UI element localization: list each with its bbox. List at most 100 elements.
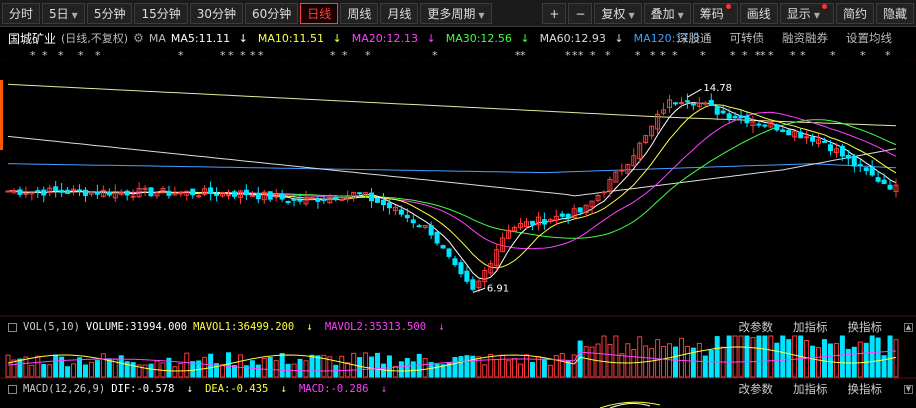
volume-bar: [130, 362, 136, 378]
period-tab-3[interactable]: 15分钟: [134, 2, 188, 24]
candle-body: [23, 192, 29, 195]
vol-action-0[interactable]: 改参数: [738, 320, 774, 334]
candle-body: [768, 122, 774, 128]
volume-bar: [607, 344, 613, 378]
panel-toggle-icon[interactable]: [8, 322, 17, 332]
volume-bar: [142, 364, 148, 378]
candle-body: [333, 196, 339, 201]
candle-body: [589, 200, 595, 208]
candle-body: [816, 139, 822, 144]
macd-actions: 改参数 加指标 换指标: [725, 381, 889, 397]
event-mark-icon: *: [572, 49, 578, 62]
tool-buttons: + − 复权 ▼ 叠加 ▼ 筹码 画线 显示 ▼ 简约 隐藏: [540, 2, 914, 24]
macd-action-2[interactable]: 换指标: [847, 382, 883, 396]
volume-bar: [482, 364, 488, 378]
candle-body: [804, 136, 810, 139]
candle-body: [130, 195, 136, 198]
quick-link-2[interactable]: 融资融券: [782, 31, 828, 45]
candle-body: [261, 191, 267, 201]
candle-body: [494, 249, 500, 266]
tool-button-1[interactable]: −: [568, 2, 593, 24]
volume-bar: [500, 354, 506, 378]
candle-body: [553, 215, 559, 221]
candle-body: [726, 113, 732, 119]
volume-bar: [220, 364, 226, 378]
candle-body: [297, 199, 303, 202]
vol-action-2[interactable]: 换指标: [847, 320, 883, 334]
candle-body: [482, 270, 488, 283]
left-marker: [0, 80, 3, 150]
volume-bar: [672, 346, 678, 378]
mavol1-line: [7, 346, 897, 372]
volume-bar: [887, 335, 893, 378]
candle-body: [738, 115, 744, 119]
volume-bar: [100, 353, 106, 378]
volume-bar: [29, 364, 35, 378]
volume-bar: [762, 335, 768, 378]
tool-button-7[interactable]: 简约: [835, 2, 874, 24]
macd-action-0[interactable]: 改参数: [738, 382, 774, 396]
high-pointer: [687, 88, 702, 98]
tool-button-label: 简约: [842, 6, 867, 21]
macd-action-1[interactable]: 加指标: [793, 382, 828, 396]
candle-body: [410, 219, 416, 224]
candle-body: [196, 195, 202, 198]
period-tab-1[interactable]: 5日 ▼: [42, 2, 85, 24]
period-tab-2[interactable]: 5分钟: [86, 2, 133, 24]
scroll-up-icon[interactable]: ▲: [904, 323, 913, 332]
quick-link-3[interactable]: 设置均线: [846, 31, 892, 45]
candle-body: [696, 102, 702, 107]
period-tab-8[interactable]: 月线: [380, 2, 419, 24]
vol-action-1[interactable]: 加指标: [793, 320, 828, 334]
candle-body: [458, 262, 464, 275]
volume-bar: [35, 355, 41, 378]
candle-body: [655, 113, 661, 130]
gear-icon[interactable]: ⚙: [133, 31, 144, 45]
tool-button-4[interactable]: 筹码: [692, 2, 738, 24]
event-mark-icon: *: [635, 49, 641, 62]
notify-dot-icon: [821, 3, 827, 9]
scroll-down-icon[interactable]: ▼: [904, 385, 913, 394]
candle-body: [398, 209, 404, 215]
panel-toggle-icon[interactable]: [8, 384, 17, 394]
candle-body: [565, 213, 571, 219]
stock-name: 国城矿业: [8, 31, 57, 46]
volume-bar: [434, 364, 440, 378]
ma30-line: [7, 119, 897, 239]
tool-button-8[interactable]: 隐藏: [875, 2, 914, 24]
event-mark-icon: *: [830, 49, 836, 62]
period-tab-7[interactable]: 周线: [340, 2, 379, 24]
volume-bar: [363, 352, 369, 378]
period-tab-0[interactable]: 分时: [2, 2, 41, 24]
candle-body: [404, 214, 410, 219]
volume-bar: [821, 339, 827, 378]
candle-body: [625, 164, 631, 174]
tool-button-2[interactable]: 复权 ▼: [594, 2, 642, 24]
quick-link-1[interactable]: 可转债: [729, 31, 765, 45]
candle-body: [571, 208, 577, 218]
tool-button-5[interactable]: 画线: [739, 2, 778, 24]
volume-bar: [172, 366, 178, 378]
period-tab-6[interactable]: 日线: [300, 2, 339, 24]
tool-button-6[interactable]: 显示 ▼: [779, 2, 834, 24]
volume-bar: [41, 363, 47, 378]
caret-down-icon: ▼: [478, 10, 485, 20]
candle-body: [893, 184, 899, 192]
candle-body: [315, 198, 321, 202]
period-tab-4[interactable]: 30分钟: [189, 2, 244, 24]
volume-bar: [553, 355, 559, 378]
candle-body: [53, 186, 59, 192]
period-tab-5[interactable]: 60分钟: [245, 2, 299, 24]
quick-link-0[interactable]: 深股通: [677, 31, 712, 45]
candle-body: [833, 148, 839, 154]
ma60-line: [7, 135, 897, 197]
period-tab-9[interactable]: 更多周期 ▼: [420, 2, 492, 24]
volume-bar: [273, 360, 279, 378]
candle-body: [541, 219, 547, 225]
tool-button-3[interactable]: 叠加 ▼: [643, 2, 691, 24]
tool-button-label: 显示: [786, 6, 811, 21]
tool-button-0[interactable]: +: [542, 2, 567, 24]
volume-bar: [184, 352, 190, 378]
candle-body: [649, 125, 655, 137]
